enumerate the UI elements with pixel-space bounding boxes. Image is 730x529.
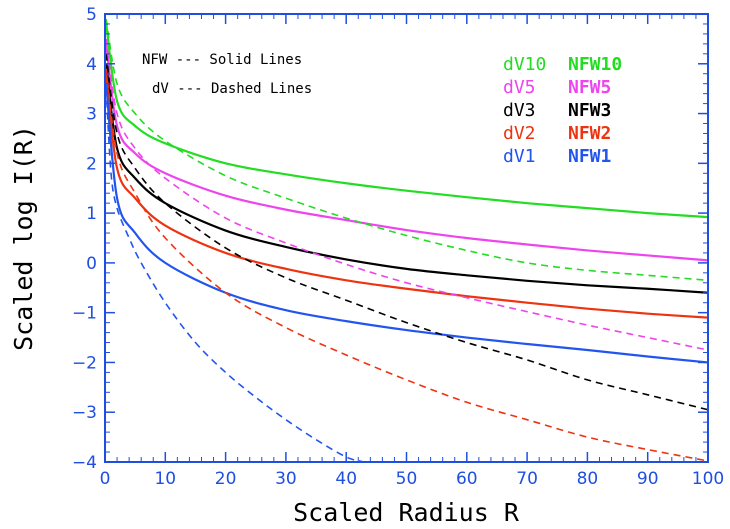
y-tick-label: 1 [86, 204, 97, 224]
legend-label-dv2: dV2 [503, 123, 536, 144]
y-tick-label: −1 [72, 304, 97, 324]
legend-label-dv1: dV1 [503, 146, 536, 167]
x-tick-label: 50 [396, 469, 418, 489]
y-tick-label: 3 [86, 105, 97, 125]
y-tick-label: −4 [72, 453, 97, 473]
y-axis-title: Scaled log I(R) [9, 125, 38, 351]
note-dashed-lines: dV --- Dashed Lines [152, 81, 312, 97]
x-tick-label: 90 [637, 469, 659, 489]
legend-label-dv5: dV5 [503, 77, 536, 98]
ticks-layer [104, 13, 709, 463]
x-tick-label: 100 [692, 469, 724, 489]
x-tick-label: 0 [100, 469, 111, 489]
legend-label-dv10: dV10 [503, 54, 546, 75]
legend-label-nfw2: NFW2 [568, 123, 611, 144]
series-line-dv1 [105, 88, 365, 462]
legend-label-nfw1: NFW1 [568, 146, 611, 167]
legend-label-nfw10: NFW10 [568, 54, 622, 75]
x-tick-label: 60 [456, 469, 478, 489]
x-tick-label: 30 [275, 469, 297, 489]
y-tick-label: −3 [72, 403, 97, 423]
x-tick-label: 80 [577, 469, 599, 489]
y-tick-label: 0 [86, 254, 97, 274]
legend-label-nfw5: NFW5 [568, 77, 611, 98]
series-line-nfw2 [105, 73, 708, 319]
series-line-nfw3 [105, 63, 708, 294]
series-line-nfw5 [105, 43, 708, 262]
x-tick-label: 20 [215, 469, 237, 489]
y-tick-label: 5 [86, 5, 97, 25]
legend-label-dv3: dV3 [503, 100, 536, 121]
legend: dV10 NFW10 dV5 NFW5 dV3 NFW3 dV2 NFW2 dV1 NFW1 [503, 54, 622, 167]
y-tick-label: −2 [72, 353, 97, 373]
series-line-dv3 [105, 53, 708, 411]
series-layer [105, 18, 708, 462]
legend-label-nfw3: NFW3 [568, 100, 611, 121]
y-tick-label: 2 [86, 154, 97, 174]
series-line-dv2 [105, 68, 708, 462]
tick-labels-layer: 0 10 20 30 40 50 60 70 80 90 100 −4 −3 −2 −1 0 1 2 3 4 5 [72, 5, 724, 489]
series-line-dv10 [105, 18, 708, 282]
x-tick-label: 40 [335, 469, 357, 489]
x-tick-label: 70 [516, 469, 538, 489]
series-line-nfw10 [105, 23, 708, 219]
note-solid-lines: NFW --- Solid Lines [142, 52, 302, 68]
x-tick-label: 10 [154, 469, 176, 489]
x-axis-title: Scaled Radius R [293, 498, 520, 527]
series-line-nfw1 [105, 83, 708, 364]
y-tick-label: 4 [86, 55, 97, 75]
